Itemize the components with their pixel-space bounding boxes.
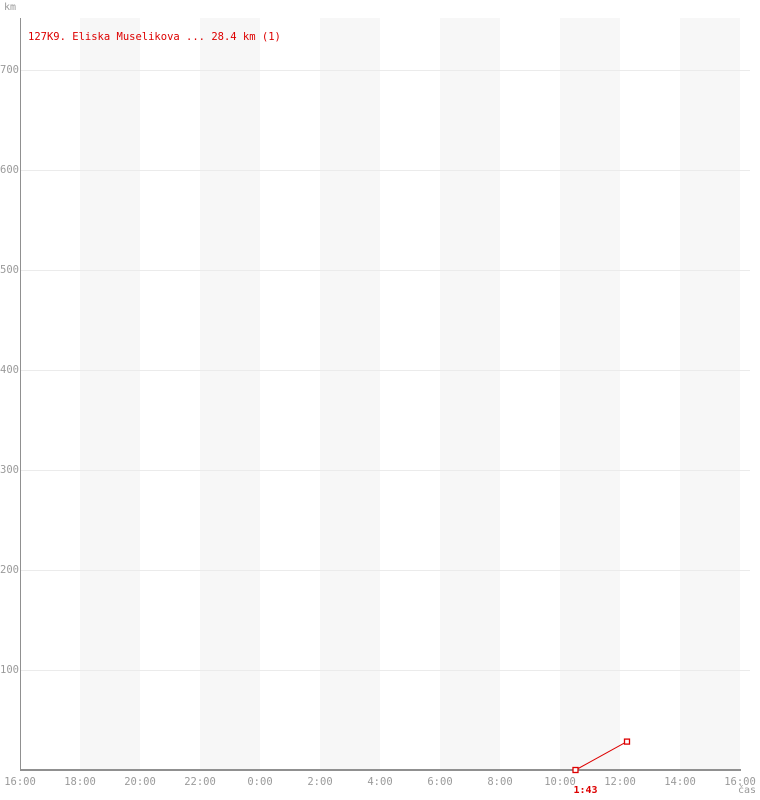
time-band: [440, 18, 500, 770]
x-tick-label: 18:00: [64, 776, 96, 788]
series-legend-label: 127K9. Eliska Muselikova ... 28.4 km (1): [28, 31, 281, 43]
gridline: [20, 70, 750, 71]
x-tick-label: 16:00: [724, 776, 756, 788]
y-tick-label: 200: [0, 564, 19, 576]
x-tick-label: 0:00: [247, 776, 273, 788]
data-point-marker: [623, 738, 631, 745]
y-tick-label: 100: [0, 664, 19, 676]
gridline: [20, 370, 750, 371]
gridline: [20, 670, 750, 671]
time-band: [680, 18, 740, 770]
y-tick-label: 400: [0, 364, 19, 376]
x-tick-label: 8:00: [487, 776, 513, 788]
x-tick-label: 16:00: [4, 776, 36, 788]
x-tick-label: 10:00: [544, 776, 576, 788]
time-band: [80, 18, 140, 770]
x-tick-label: 2:00: [307, 776, 333, 788]
x-tick-label: 4:00: [367, 776, 393, 788]
y-tick-label: 300: [0, 464, 19, 476]
y-tick-label: 600: [0, 164, 19, 176]
time-band: [320, 18, 380, 770]
y-axis-unit-label: km: [4, 2, 17, 13]
x-tick-label: 20:00: [124, 776, 156, 788]
duration-label: 1:43: [573, 785, 598, 796]
x-tick-label: 22:00: [184, 776, 216, 788]
x-tick-label: 14:00: [664, 776, 696, 788]
x-tick-label: 6:00: [427, 776, 453, 788]
gridline: [20, 570, 750, 571]
y-axis-line: [20, 18, 21, 771]
y-tick-label: 700: [0, 64, 19, 76]
gridline: [20, 470, 750, 471]
time-band: [560, 18, 620, 770]
gridline: [20, 170, 750, 171]
x-axis-line: [20, 769, 741, 771]
x-tick-label: 12:00: [604, 776, 636, 788]
gridline: [20, 270, 750, 271]
x-axis-unit-label: čas: [737, 785, 756, 796]
y-tick-label: 500: [0, 264, 19, 276]
time-band: [200, 18, 260, 770]
